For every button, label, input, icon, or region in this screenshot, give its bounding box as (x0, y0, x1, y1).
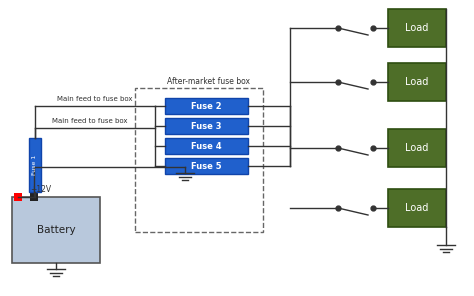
Bar (165, 138, 248, 154)
Bar (12, 197, 100, 263)
Text: Load: Load (405, 143, 428, 153)
Bar (165, 118, 248, 134)
Text: Battery: Battery (36, 225, 75, 235)
Text: Load: Load (405, 203, 428, 213)
Text: Fuse 4: Fuse 4 (191, 141, 222, 150)
Text: Fuse 1: Fuse 1 (33, 155, 37, 175)
Bar (388, 189, 446, 227)
Text: Load: Load (405, 23, 428, 33)
Text: +12V: +12V (30, 185, 51, 194)
Text: Fuse 3: Fuse 3 (191, 121, 222, 131)
Text: Load: Load (405, 77, 428, 87)
Text: Main feed to fuse box: Main feed to fuse box (52, 118, 128, 124)
Bar (165, 158, 248, 174)
Text: Fuse 2: Fuse 2 (191, 102, 222, 110)
Bar (388, 129, 446, 167)
Bar (14, 193, 22, 201)
Text: After-market fuse box: After-market fuse box (167, 77, 250, 86)
Bar (135, 88, 263, 232)
Text: Main feed to fuse box: Main feed to fuse box (57, 96, 133, 102)
Bar (388, 9, 446, 47)
Text: Fuse 5: Fuse 5 (191, 162, 222, 170)
Bar (30, 193, 38, 201)
Bar (388, 63, 446, 101)
Bar (29, 138, 41, 192)
Bar (165, 98, 248, 114)
